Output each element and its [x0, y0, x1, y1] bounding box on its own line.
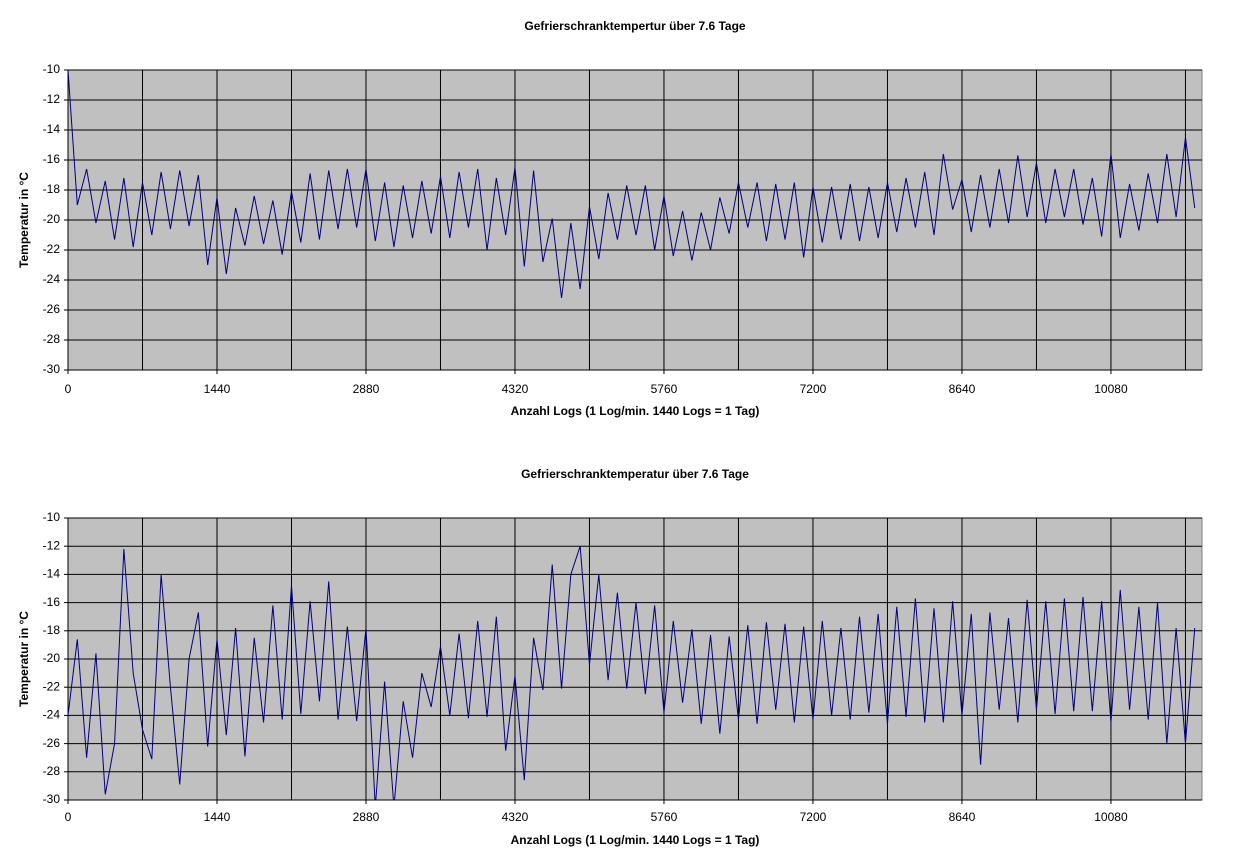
chart-title: Gefrierschranktempertur über 7.6 Tage [524, 19, 746, 33]
y-tick-label: -30 [43, 792, 61, 806]
y-tick-label: -28 [43, 764, 61, 778]
y-tick-label: -14 [43, 567, 61, 581]
y-tick-label: -10 [43, 62, 61, 76]
y-tick-label: -10 [43, 510, 61, 524]
x-tick-label: 10080 [1094, 810, 1128, 824]
y-axis-label: Temperatur in °C [17, 172, 31, 268]
y-tick-label: -18 [43, 623, 61, 637]
x-tick-label: 7200 [800, 382, 827, 396]
x-tick-label: 5760 [651, 382, 678, 396]
x-tick-label: 4320 [502, 382, 529, 396]
y-tick-label: -26 [43, 736, 61, 750]
y-tick-label: -26 [43, 302, 61, 316]
x-tick-label: 7200 [800, 810, 827, 824]
x-tick-label: 2880 [353, 810, 380, 824]
y-tick-label: -20 [43, 212, 61, 226]
x-axis-label: Anzahl Logs (1 Log/min. 1440 Logs = 1 Ta… [511, 404, 760, 418]
x-tick-label: 1440 [204, 382, 231, 396]
y-tick-label: -16 [43, 152, 61, 166]
y-tick-label: -18 [43, 182, 61, 196]
chart-title: Gefrierschranktemperatur über 7.6 Tage [521, 467, 749, 481]
x-tick-label: 8640 [949, 810, 976, 824]
x-tick-label: 0 [65, 382, 72, 396]
y-tick-label: -12 [43, 92, 61, 106]
y-axis-label: Temperatur in °C [17, 611, 31, 707]
y-tick-label: -28 [43, 332, 61, 346]
x-tick-label: 8640 [949, 382, 976, 396]
y-tick-label: -30 [43, 362, 61, 376]
x-tick-label: 2880 [353, 382, 380, 396]
x-axis-label: Anzahl Logs (1 Log/min. 1440 Logs = 1 Ta… [511, 833, 760, 847]
data-line [68, 546, 1196, 800]
x-tick-label: 5760 [651, 810, 678, 824]
y-tick-label: -14 [43, 122, 61, 136]
y-tick-label: -22 [43, 242, 61, 256]
y-tick-label: -22 [43, 679, 61, 693]
x-tick-label: 1440 [204, 810, 231, 824]
y-tick-label: -16 [43, 595, 61, 609]
y-tick-label: -12 [43, 538, 61, 552]
x-tick-label: 0 [65, 810, 72, 824]
y-tick-label: -20 [43, 651, 61, 665]
x-tick-label: 10080 [1094, 382, 1128, 396]
x-tick-label: 4320 [502, 810, 529, 824]
data-line [68, 70, 1196, 299]
y-tick-label: -24 [43, 708, 61, 722]
y-tick-label: -24 [43, 272, 61, 286]
